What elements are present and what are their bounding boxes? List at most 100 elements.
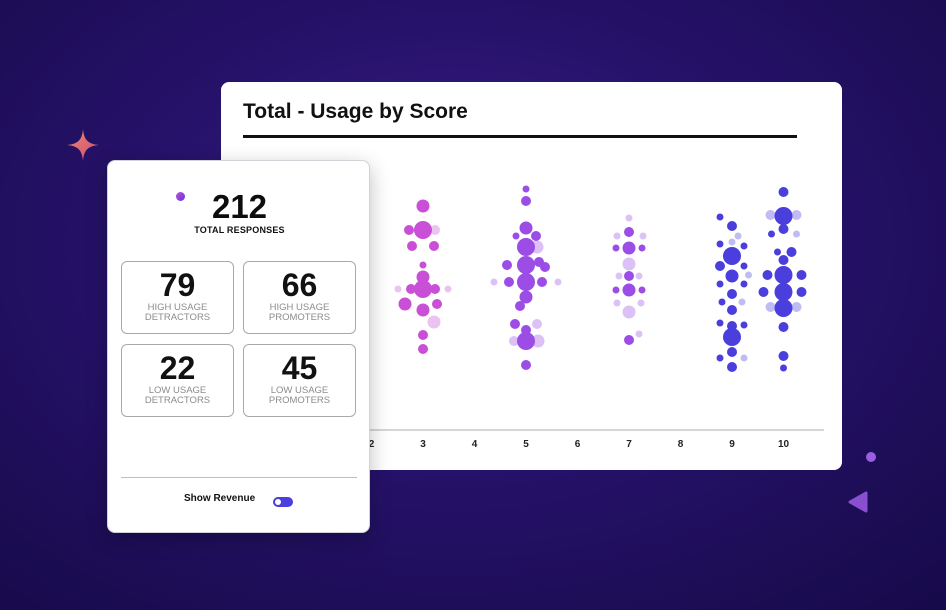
data-point — [740, 280, 748, 288]
data-point — [793, 230, 800, 238]
data-point — [432, 299, 442, 309]
panel-divider — [121, 477, 357, 478]
total-responses-value: 212 — [211, 188, 268, 225]
data-point — [725, 269, 739, 283]
data-point — [625, 214, 633, 222]
data-point — [613, 232, 621, 240]
stat-label: HIGH USAGE DETRACTORS — [144, 302, 211, 323]
data-point — [740, 242, 748, 250]
data-point — [418, 330, 428, 340]
data-point — [613, 299, 621, 307]
stat-label: LOW USAGE PROMOTERS — [268, 385, 331, 406]
stat-value: 66 — [281, 267, 318, 303]
beeswarm-chart: 2 3 4 5 6 7 8 9 10 — [361, 185, 824, 450]
x-tick-label: 4 — [472, 439, 478, 450]
data-point — [394, 285, 402, 293]
data-point — [765, 302, 776, 312]
data-point — [762, 270, 773, 280]
chart-title: Total - Usage by Score — [243, 100, 468, 123]
data-point — [622, 305, 636, 319]
stats-panel: 212 TOTAL RESPONSES 79 HIGH USAGE DETRAC… — [107, 160, 370, 533]
data-point — [512, 232, 520, 240]
data-point — [738, 298, 746, 306]
data-point — [414, 280, 432, 298]
data-point — [638, 244, 646, 252]
data-point — [622, 257, 636, 271]
data-point — [715, 261, 725, 271]
data-point — [765, 210, 776, 220]
stat-value: 45 — [281, 350, 318, 386]
data-point — [429, 241, 439, 251]
data-point — [727, 289, 737, 299]
show-revenue-label: Show Revenue — [184, 493, 256, 504]
low-usage-promoters-box: 45 LOW USAGE PROMOTERS — [243, 344, 356, 417]
sparkle-icon — [67, 129, 99, 161]
data-point — [419, 261, 427, 269]
data-point — [416, 270, 430, 284]
data-point — [723, 328, 741, 346]
data-point — [407, 241, 417, 251]
stat-label: HIGH USAGE PROMOTERS — [268, 302, 331, 323]
data-point — [791, 302, 802, 312]
data-point — [615, 272, 623, 280]
data-point — [796, 287, 807, 297]
data-point — [430, 225, 440, 235]
title-underline — [243, 135, 797, 138]
data-point — [521, 360, 531, 370]
data-point — [531, 334, 545, 348]
data-point — [635, 330, 643, 338]
x-tick-label: 3 — [420, 439, 426, 450]
data-point — [540, 262, 550, 272]
x-tick-label: 7 — [626, 439, 632, 450]
data-point — [774, 248, 781, 256]
data-point — [768, 230, 775, 238]
show-revenue-toggle[interactable] — [273, 497, 293, 507]
data-point — [727, 347, 737, 357]
total-dot-icon — [176, 192, 185, 201]
data-point — [521, 196, 531, 206]
data-point — [490, 278, 498, 286]
data-point — [758, 287, 769, 297]
data-point — [509, 336, 519, 346]
data-point — [774, 207, 793, 225]
data-point — [517, 238, 535, 256]
data-point — [778, 322, 789, 332]
data-point — [638, 286, 646, 294]
data-point — [406, 284, 416, 294]
data-point — [519, 221, 533, 235]
data-point — [612, 244, 620, 252]
data-point — [416, 303, 430, 317]
data-point — [780, 364, 787, 372]
data-point — [532, 319, 542, 329]
x-tick-label: 5 — [523, 439, 529, 450]
data-point — [515, 301, 525, 311]
data-point — [727, 362, 737, 372]
total-responses: 212 TOTAL RESPONSES — [108, 188, 371, 236]
stat-label: LOW USAGE DETRACTORS — [144, 385, 211, 406]
data-point — [530, 240, 544, 254]
data-point — [745, 271, 752, 279]
data-point — [427, 315, 441, 329]
data-point — [716, 240, 724, 248]
data-point — [398, 297, 412, 311]
data-point — [716, 213, 724, 221]
data-point — [537, 277, 547, 287]
data-point — [727, 305, 737, 315]
data-point — [414, 221, 432, 239]
x-tick-label: 9 — [729, 439, 735, 450]
stat-value: 22 — [159, 350, 196, 386]
data-point — [531, 231, 541, 241]
data-point — [639, 232, 647, 240]
data-point — [517, 332, 535, 350]
show-revenue-row: Show Revenue — [108, 493, 371, 513]
data-point — [791, 210, 802, 220]
data-point — [778, 187, 789, 197]
data-point — [624, 335, 634, 345]
data-point — [718, 298, 726, 306]
x-tick-label: 6 — [575, 439, 581, 450]
data-point — [716, 354, 724, 362]
data-point — [418, 344, 428, 354]
data-point — [622, 241, 636, 255]
x-tick-label: 2 — [369, 439, 375, 450]
decor-dot — [866, 452, 876, 462]
